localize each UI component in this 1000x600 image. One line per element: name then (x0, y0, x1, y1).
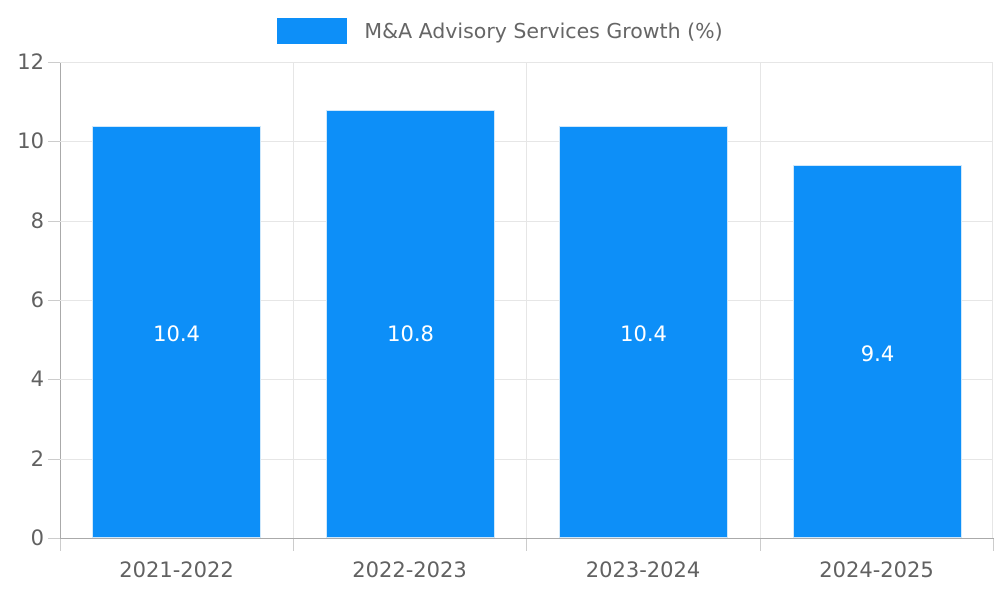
y-tick-label-0: 0 (30, 526, 44, 550)
y-tick-mark-8 (48, 221, 60, 222)
x-tick-mark-0 (60, 539, 61, 551)
legend-item-ma-advisory-services-growth[interactable]: M&A Advisory Services Growth (%) (277, 18, 723, 44)
bar-2024-2025[interactable] (793, 165, 962, 538)
y-tick-mark-0 (48, 538, 60, 539)
x-tick-mark-4 (993, 539, 994, 551)
y-tick-mark-4 (48, 379, 60, 380)
x-axis-line (60, 538, 994, 539)
y-tick-label-6: 6 (30, 288, 44, 312)
y-tick-mark-2 (48, 459, 60, 460)
y-tick-mark-12 (48, 62, 60, 63)
bar-2021-2022[interactable] (92, 125, 261, 538)
y-tick-label-4: 4 (30, 367, 44, 391)
bar-value-label-2024-2025: 9.4 (860, 342, 895, 366)
gridline-x-2 (526, 62, 527, 538)
x-tick-mark-2 (526, 539, 527, 551)
y-tick-mark-10 (48, 141, 60, 142)
x-tick-label-2021-2022: 2021-2022 (119, 558, 234, 582)
y-tick-label-2: 2 (30, 447, 44, 471)
x-tick-mark-1 (293, 539, 294, 551)
legend-color-swatch-icon (277, 18, 348, 44)
gridline-x-1 (293, 62, 294, 538)
x-tick-label-2023-2024: 2023-2024 (585, 558, 701, 582)
chart-legend: M&A Advisory Services Growth (%) (0, 0, 1000, 62)
gridline-x-4 (992, 62, 993, 538)
plot-area: 10.4 10.8 10.4 9.4 (60, 62, 993, 538)
bar-2022-2023[interactable] (326, 109, 495, 538)
x-tick-label-2024-2025: 2024-2025 (819, 558, 934, 582)
legend-item-label: M&A Advisory Services Growth (%) (364, 18, 723, 43)
bar-value-label-2022-2023: 10.8 (387, 322, 434, 346)
x-tick-mark-3 (760, 539, 761, 551)
y-tick-mark-6 (48, 300, 60, 301)
bar-2023-2024[interactable] (559, 125, 728, 538)
y-tick-label-8: 8 (30, 209, 44, 233)
y-tick-label-12: 12 (17, 50, 44, 74)
bar-value-label-2023-2024: 10.4 (620, 322, 667, 346)
x-tick-label-2022-2023: 2022-2023 (352, 558, 467, 582)
y-tick-label-10: 10 (17, 129, 44, 153)
gridline-x-3 (760, 62, 761, 538)
bar-value-label-2021-2022: 10.4 (153, 322, 200, 346)
